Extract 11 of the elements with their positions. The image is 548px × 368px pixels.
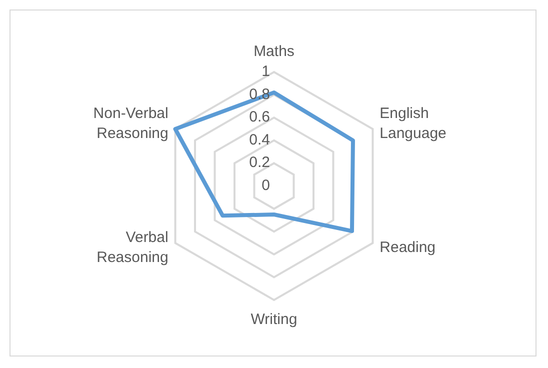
- spoke-label: Writing: [250, 311, 298, 328]
- y-tick-label: 0.4: [249, 131, 270, 148]
- spoke-label: English Language: [380, 105, 446, 142]
- y-tick-label: 0.2: [249, 154, 270, 172]
- y-tick-label: 0: [262, 176, 270, 194]
- y-tick-label: 0.6: [249, 108, 270, 126]
- spoke-label: Maths: [254, 43, 294, 60]
- y-tick-label: 1: [262, 62, 270, 80]
- spoke-label: Non-Verbal Reasoning: [93, 105, 168, 142]
- spoke-label: Verbal Reasoning: [96, 229, 168, 266]
- spoke-label: Reading: [380, 239, 436, 256]
